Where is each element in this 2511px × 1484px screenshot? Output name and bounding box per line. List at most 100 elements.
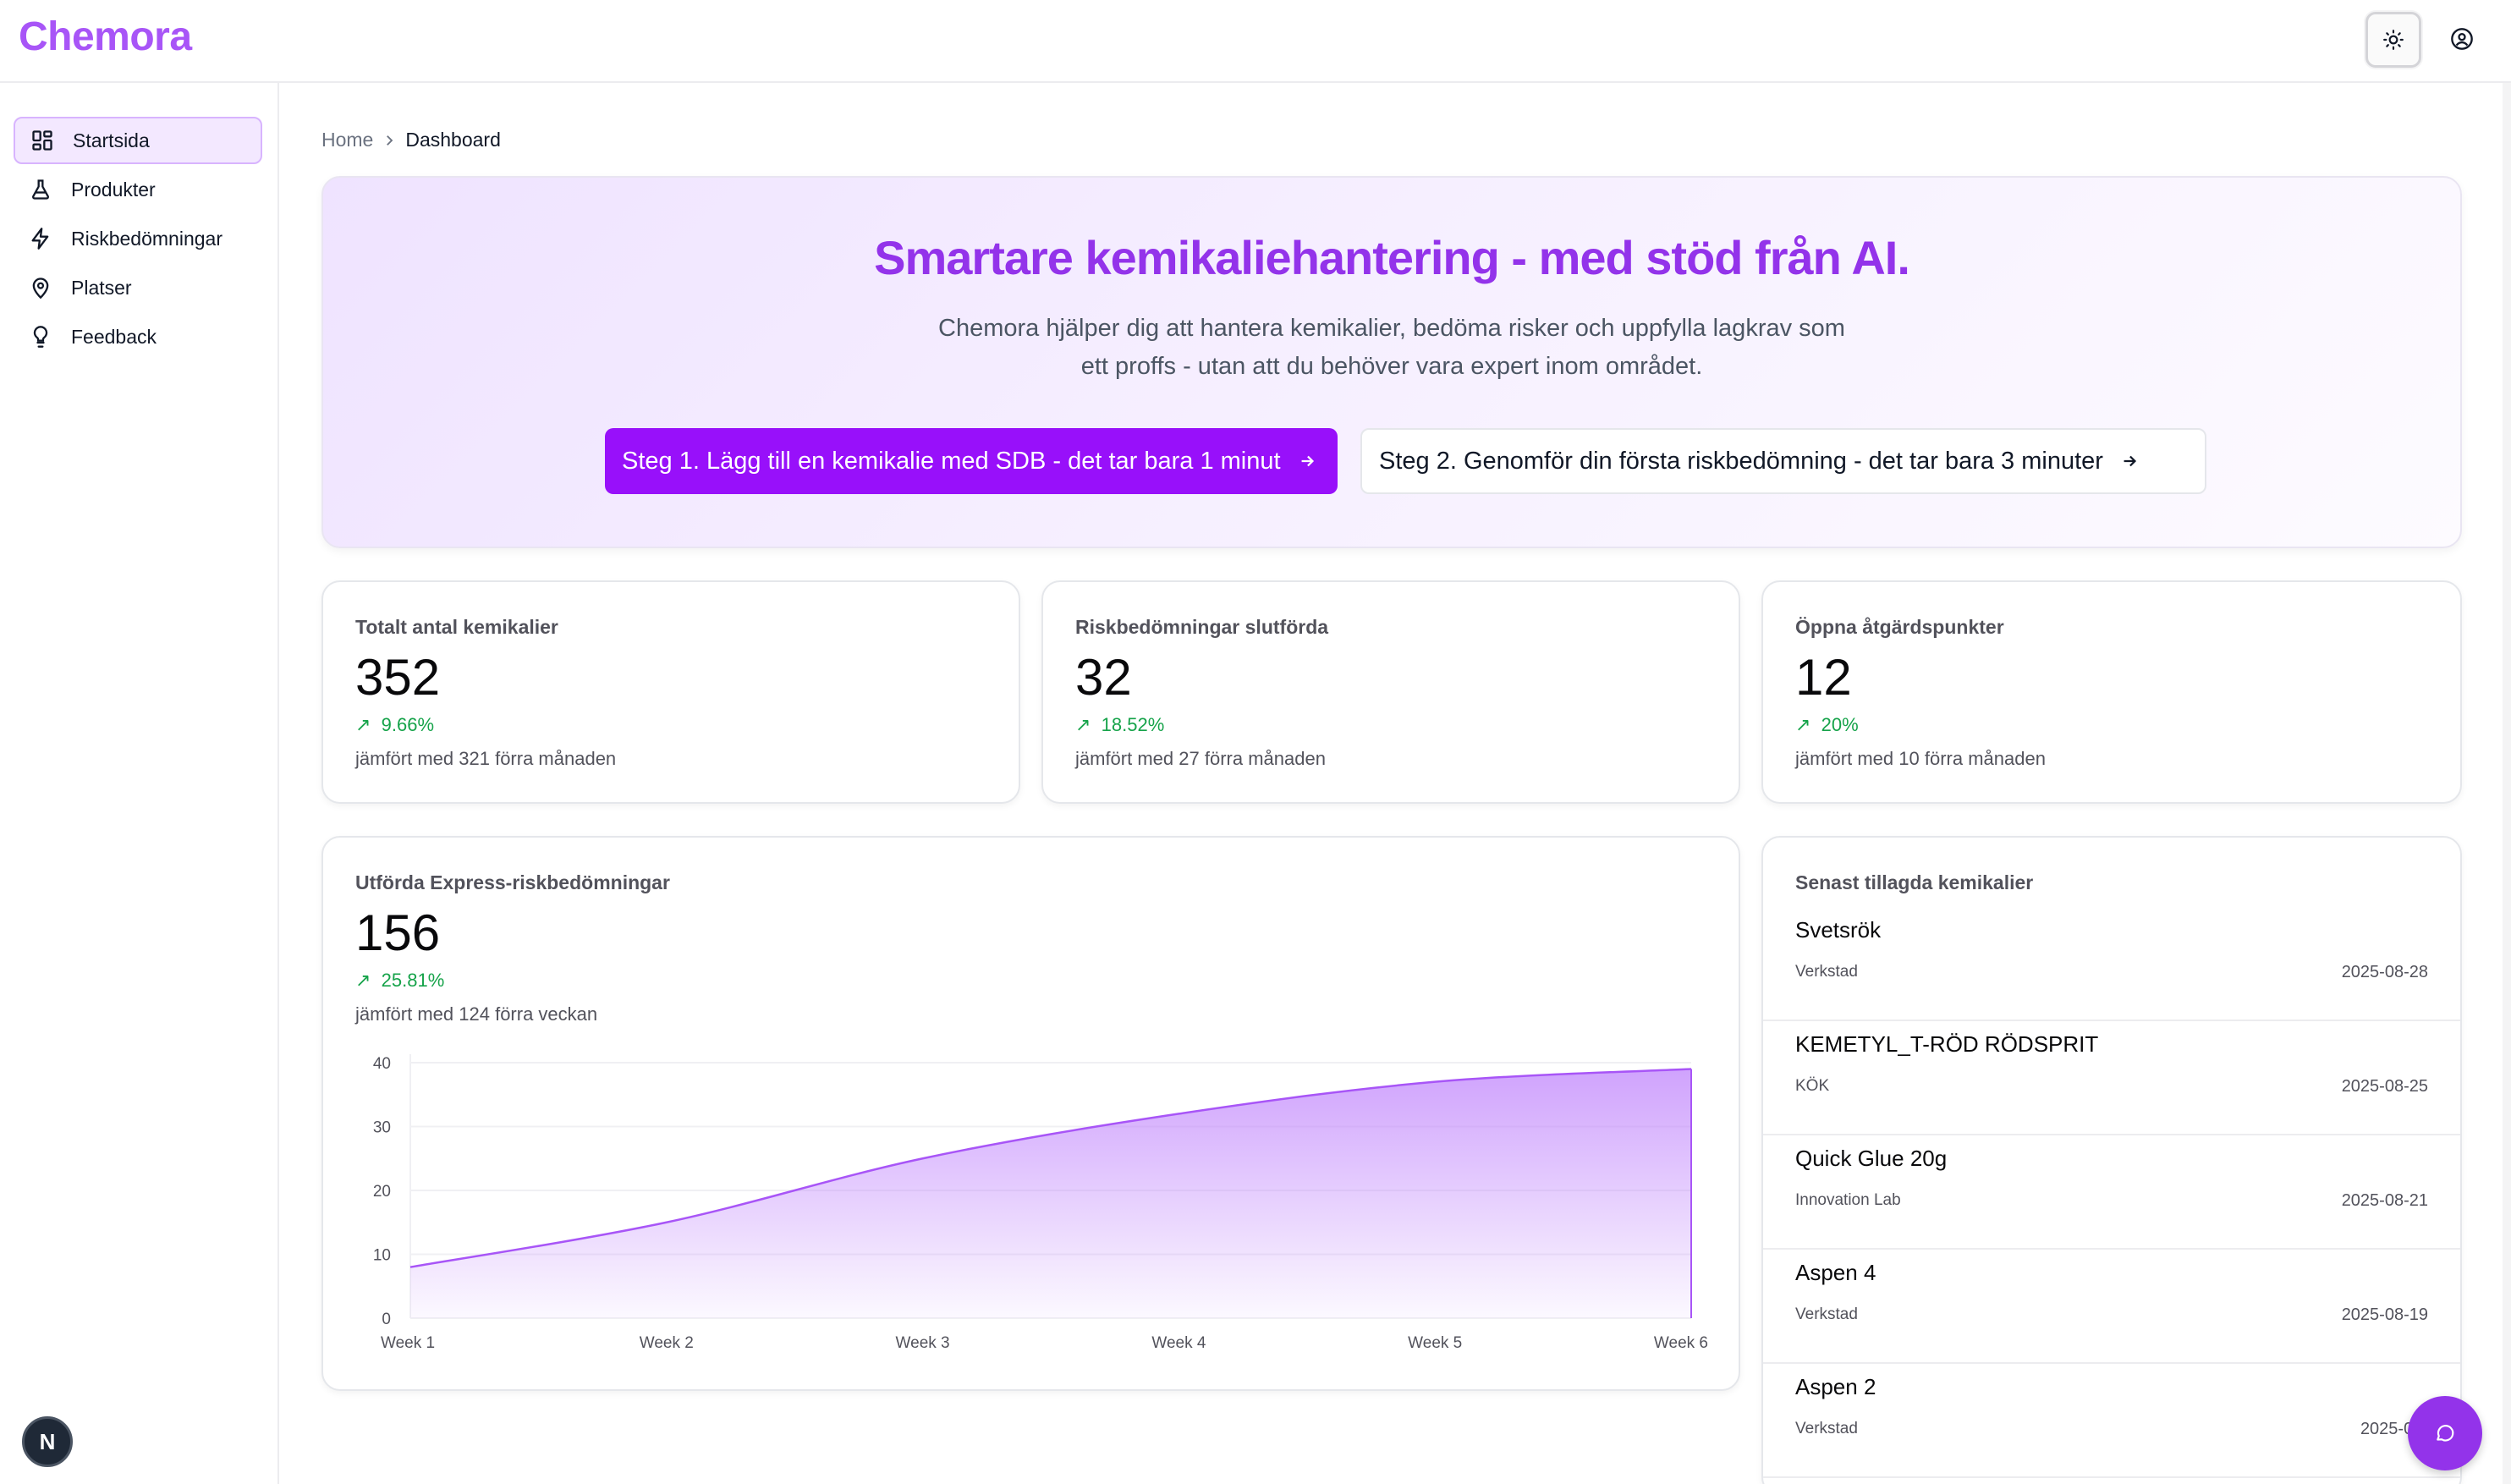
chemical-location: Verkstad — [1795, 963, 1858, 981]
user-circle-icon — [2451, 28, 2473, 50]
area-fill — [410, 1069, 1691, 1318]
stat-label: Utförda Express-riskbedömningar — [355, 871, 670, 893]
x-tick-label: Week 5 — [1408, 1334, 1462, 1352]
chemical-date: 2025-08-25 — [2341, 1077, 2428, 1096]
stat-change-value: 25.81% — [381, 970, 445, 991]
step1-label: Steg 1. Lägg till en kemikalie med SDB -… — [622, 447, 1281, 475]
stat-value: 352 — [355, 649, 441, 706]
list-item[interactable]: Aspen 2 Verkstad 2025-08- — [1763, 1364, 2460, 1478]
dashboard-icon — [32, 130, 52, 151]
stat-change: ↗ 20% — [1795, 714, 1859, 736]
list-item[interactable]: Quick Glue 20g Innovation Lab 2025-08-21 — [1763, 1135, 2460, 1250]
chemical-name: Aspen 4 — [1795, 1260, 1876, 1285]
chemical-date: 2025-08-21 — [2341, 1191, 2428, 1210]
hero-title: Smartare kemikaliehantering - med stöd f… — [874, 231, 1910, 284]
lightbulb-icon — [33, 326, 48, 348]
sidebar-item-label: Riskbedömningar — [71, 227, 223, 250]
y-tick-label: 40 — [373, 1055, 391, 1073]
trend-up-icon: ↗ — [355, 714, 371, 735]
chemical-date: 2025-08-19 — [2341, 1305, 2428, 1324]
theme-toggle-button[interactable] — [2365, 12, 2421, 68]
chat-icon — [2437, 1425, 2454, 1442]
y-tick-label: 0 — [382, 1311, 391, 1328]
chemical-name: Quick Glue 20g — [1795, 1146, 1948, 1171]
recent-chemicals-card: Senast tillagda kemikalier Svetsrök Verk… — [1761, 836, 2462, 1484]
stat-change: ↗ 25.81% — [355, 970, 444, 992]
dev-badge[interactable]: N — [22, 1416, 73, 1467]
sidebar: Startsida Produkter Riskbedömningar Plat… — [0, 83, 279, 1484]
stat-change: ↗ 18.52% — [1075, 714, 1164, 736]
chemical-location: Verkstad — [1795, 1305, 1858, 1323]
arrow-right-icon — [2124, 455, 2136, 467]
stat-card-risk-assessments[interactable]: Riskbedömningar slutförda 32 ↗ 18.52% jä… — [1041, 580, 1740, 804]
list-item[interactable]: Svetsrök Verkstad 2025-08-28 — [1763, 907, 2460, 1021]
stat-note: jämfört med 27 förra månaden — [1075, 748, 1326, 769]
lightning-icon — [31, 228, 49, 250]
chat-button[interactable] — [2408, 1396, 2482, 1470]
chemical-name: KEMETYL_T-RÖD RÖDSPRIT — [1795, 1031, 2099, 1057]
flask-icon — [32, 179, 49, 200]
hero-subtitle-line-2: ett proffs - utan att du behöver vara ex… — [1080, 353, 1703, 380]
stat-value: 156 — [355, 904, 441, 961]
stat-label: Riskbedömningar slutförda — [1075, 616, 1329, 638]
step2-label: Steg 2. Genomför din första riskbedömnin… — [1379, 447, 2103, 475]
sidebar-item-produkter[interactable]: Produkter — [14, 166, 262, 213]
hero-subtitle-line-1: Chemora hjälper dig att hantera kemikali… — [938, 315, 1845, 342]
recent-chemicals-title: Senast tillagda kemikalier — [1795, 871, 2034, 893]
chemical-name: Svetsrök — [1795, 917, 1882, 943]
top-bar: Chemora — [0, 0, 2511, 83]
x-tick-label: Week 4 — [1151, 1334, 1206, 1352]
sidebar-item-label: Feedback — [71, 325, 157, 348]
chemical-location: Verkstad — [1795, 1420, 1858, 1437]
trend-up-icon: ↗ — [1075, 714, 1091, 735]
breadcrumb: Home Dashboard — [321, 129, 501, 151]
x-tick-label: Week 3 — [896, 1334, 950, 1352]
sun-icon — [2383, 30, 2404, 50]
x-tick-label: Week 6 — [1654, 1334, 1708, 1352]
app-logo[interactable]: Chemora — [19, 14, 192, 59]
stat-note: jämfört med 124 förra veckan — [355, 1003, 598, 1025]
trend-up-icon: ↗ — [1795, 714, 1811, 735]
arrow-right-icon — [1301, 455, 1314, 467]
list-item[interactable]: KEMETYL_T-RÖD RÖDSPRIT KÖK 2025-08-25 — [1763, 1021, 2460, 1135]
chemical-location: KÖK — [1795, 1077, 1830, 1095]
stat-note: jämfört med 321 förra månaden — [355, 748, 617, 769]
sidebar-item-startsida[interactable]: Startsida — [14, 117, 262, 164]
stat-card-open-actions[interactable]: Öppna åtgärdspunkter 12 ↗ 20% jämfört me… — [1761, 580, 2462, 804]
y-tick-label: 30 — [373, 1119, 391, 1137]
stat-change-value: 20% — [1821, 714, 1859, 735]
user-menu-button[interactable] — [2445, 22, 2479, 56]
sidebar-item-platser[interactable]: Platser — [14, 264, 262, 311]
step1-add-chemical-button[interactable]: Steg 1. Lägg till en kemikalie med SDB -… — [605, 428, 1338, 494]
sidebar-item-label: Platser — [71, 276, 132, 299]
sidebar-item-label: Startsida — [73, 129, 150, 151]
stat-change-value: 9.66% — [381, 714, 435, 735]
series-line — [409, 1068, 1692, 1268]
x-tick-label: Week 1 — [381, 1334, 435, 1352]
map-pin-icon — [32, 278, 49, 300]
chemical-date: 2025-08-28 — [2341, 963, 2428, 981]
stat-value: 32 — [1075, 649, 1132, 706]
chemical-location: Innovation Lab — [1795, 1191, 1901, 1209]
stat-label: Totalt antal kemikalier — [355, 616, 558, 638]
step2-risk-assessment-button[interactable]: Steg 2. Genomför din första riskbedömnin… — [1360, 428, 2206, 494]
stat-card-total-chemicals[interactable]: Totalt antal kemikalier 352 ↗ 9.66% jämf… — [321, 580, 1020, 804]
chevron-right-icon — [387, 135, 393, 146]
stat-change: ↗ 9.66% — [355, 714, 434, 736]
sidebar-item-feedback[interactable]: Feedback — [14, 313, 262, 360]
hero-subtitle: Chemora hjälper dig att hantera kemikali… — [323, 310, 2460, 386]
express-area-chart[interactable]: 0 10 20 30 40 Week 1 Week 2 Week 3 Week 4 Week 5 W… — [323, 838, 1742, 1393]
chemical-name: Aspen 2 — [1795, 1374, 1876, 1399]
breadcrumb-current: Dashboard — [405, 129, 501, 151]
sidebar-item-riskbedomningar[interactable]: Riskbedömningar — [14, 215, 262, 262]
list-item[interactable]: Aspen 4 Verkstad 2025-08-19 — [1763, 1250, 2460, 1364]
breadcrumb-home[interactable]: Home — [321, 129, 374, 151]
y-tick-label: 20 — [373, 1183, 391, 1201]
trend-up-icon: ↗ — [355, 970, 371, 991]
scrollbar[interactable] — [2503, 83, 2511, 1484]
stat-change-value: 18.52% — [1101, 714, 1165, 735]
stat-note: jämfört med 10 förra månaden — [1795, 748, 2046, 769]
express-assessments-card: Utförda Express-riskbedömningar 156 ↗ 25… — [321, 836, 1740, 1391]
stat-value: 12 — [1795, 649, 1852, 706]
y-tick-label: 10 — [373, 1247, 391, 1265]
